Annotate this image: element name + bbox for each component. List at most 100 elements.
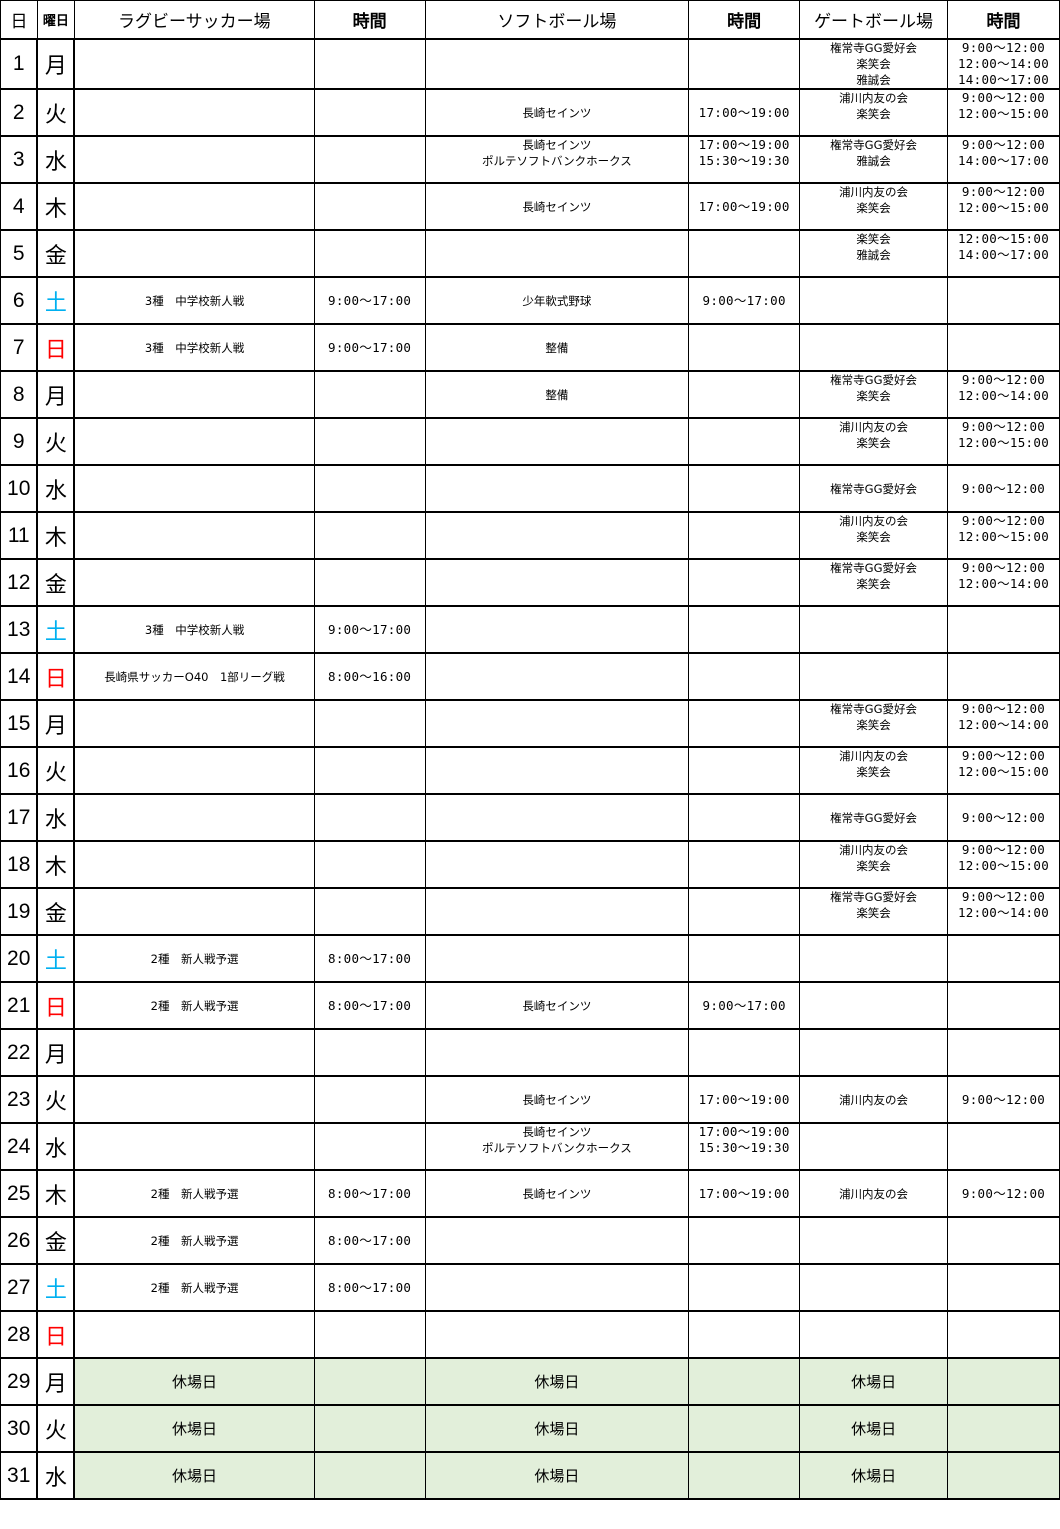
gateball-time: 14:00～17:00 — [957, 72, 1050, 87]
weekday: 土 — [36, 1263, 76, 1312]
table-row: 25 木 2種 新人戦予選 8:00～17:00 長崎セインツ 17:00～19:00 浦川… — [0, 1169, 1060, 1218]
table-row: 27 土 2種 新人戦予選 8:00～17:00 — [0, 1263, 1060, 1312]
weekday: 金 — [36, 558, 76, 607]
gateball-event-cell — [799, 605, 949, 654]
softball-time-cell: 17:00～19:00 — [688, 1075, 801, 1124]
day-number: 23 — [0, 1075, 39, 1124]
day-number: 18 — [0, 840, 39, 889]
rugby-event-cell — [73, 464, 315, 513]
rugby-event-cell — [73, 511, 315, 560]
softball-event-cell: 長崎セインツ — [424, 182, 690, 231]
gateball-time-cell: 12:00～15:00 14:00～17:00 — [947, 229, 1060, 278]
gateball-time-cell: 9:00～12:00 12:00～14:00 — [947, 370, 1060, 419]
rugby-event-cell — [73, 88, 315, 137]
softball-event-cell: 整備 — [424, 370, 690, 419]
rugby-event-cell — [73, 135, 315, 184]
rugby-event-cell: 休場日 — [73, 1451, 315, 1500]
weekday: 月 — [36, 370, 76, 419]
softball-time-cell: 17:00～19:00 15:30～19:30 — [688, 1122, 801, 1171]
gateball-event: 浦川内友の会 — [839, 91, 909, 105]
rugby-event-cell: 長崎県サッカーO40 1部リーグ戦 — [73, 652, 315, 701]
softball-time: 17:00～19:00 — [698, 137, 790, 152]
table-row: 24 水長崎セインツ ポルテソフトバンクホークス 17:00～19:00 15:30～1… — [0, 1122, 1060, 1171]
gateball-time: 12:00～14:00 — [957, 717, 1050, 732]
gateball-event-cell — [799, 1216, 949, 1265]
rugby-time: 9:00～17:00 — [328, 292, 412, 308]
softball-time-cell — [688, 699, 801, 748]
gateball-event: 楽笑会 — [856, 718, 891, 732]
rugby-time-cell: 8:00～17:00 — [313, 981, 426, 1030]
header-rugby-time: 時間 — [313, 0, 426, 40]
gateball-event: 楽笑会 — [856, 232, 891, 246]
table-row: 7 日 3種 中学校新人戦 9:00～17:00 整備 — [0, 323, 1060, 372]
rugby-event: 休場日 — [172, 1372, 218, 1391]
rugby-time-cell — [313, 1122, 426, 1171]
gateball-time-cell: 9:00～12:00 12:00～14:00 — [947, 558, 1060, 607]
weekday: 月 — [36, 1028, 76, 1077]
weekday: 木 — [36, 182, 76, 231]
gateball-event-cell: 権常寺GG愛好会 楽笑会 雅誠会 — [799, 38, 949, 90]
softball-time-cell — [688, 1310, 801, 1359]
gateball-event-cell: 権常寺GG愛好会 — [799, 793, 949, 842]
day-number: 5 — [0, 229, 39, 278]
rugby-time-cell — [313, 1451, 426, 1500]
rugby-event-cell: 2種 新人戦予選 — [73, 1263, 315, 1312]
gateball-event: 楽笑会 — [856, 107, 891, 121]
softball-event-cell — [424, 511, 690, 560]
day-number: 12 — [0, 558, 39, 607]
softball-event-cell: 休場日 — [424, 1357, 690, 1406]
softball-time-cell: 17:00～19:00 — [688, 182, 801, 231]
rugby-time-cell — [313, 88, 426, 137]
gateball-event: 浦川内友の会 — [839, 1092, 909, 1107]
rugby-event: 休場日 — [172, 1466, 218, 1485]
rugby-event-cell — [73, 38, 315, 90]
weekday: 金 — [36, 887, 76, 936]
softball-event: 長崎セインツ — [522, 1125, 592, 1139]
rugby-event-cell: 2種 新人戦予選 — [73, 1169, 315, 1218]
gateball-time-cell: 9:00～12:00 — [947, 1075, 1060, 1124]
rugby-time-cell — [313, 229, 426, 278]
gateball-event-cell: 浦川内友の会 — [799, 1169, 949, 1218]
rugby-event: 2種 新人戦予選 — [150, 951, 239, 966]
day-number: 4 — [0, 182, 39, 231]
rugby-event: 2種 新人戦予選 — [150, 1233, 239, 1248]
gateball-event: 楽笑会 — [856, 859, 891, 873]
gateball-event: 権常寺GG愛好会 — [830, 41, 917, 55]
gateball-event-cell — [799, 652, 949, 701]
gateball-time: 12:00～15:00 — [957, 200, 1050, 215]
rugby-event-cell: 休場日 — [73, 1404, 315, 1453]
rugby-event: 2種 新人戦予選 — [150, 998, 239, 1013]
gateball-event: 権常寺GG愛好会 — [830, 810, 917, 825]
gateball-time-cell — [947, 934, 1060, 983]
table-row: 5 金楽笑会 雅誠会 12:00～15:00 14:00～17:00 — [0, 229, 1060, 278]
table-row: 11 木浦川内友の会 楽笑会 9:00～12:00 12:00～15:00 — [0, 511, 1060, 560]
gateball-event-cell: 浦川内友の会 — [799, 1075, 949, 1124]
gateball-time-cell — [947, 276, 1060, 325]
gateball-time: 9:00～12:00 — [961, 1185, 1046, 1201]
day-number: 28 — [0, 1310, 39, 1359]
softball-time: 15:30～19:30 — [698, 1140, 790, 1155]
day-number: 19 — [0, 887, 39, 936]
gateball-event: 楽笑会 — [856, 389, 891, 403]
gateball-time: 12:00～15:00 — [957, 106, 1050, 121]
gateball-event-cell — [799, 276, 949, 325]
softball-event-cell: 長崎セインツ — [424, 981, 690, 1030]
rugby-time-cell: 9:00～17:00 — [313, 605, 426, 654]
day-number: 1 — [0, 38, 39, 90]
rugby-event-cell — [73, 840, 315, 889]
gateball-event: 権常寺GG愛好会 — [830, 890, 917, 904]
softball-time-cell: 17:00～19:00 — [688, 88, 801, 137]
gateball-event-cell: 権常寺GG愛好会 雅誠会 — [799, 135, 949, 184]
gateball-event: 雅誠会 — [856, 154, 891, 168]
weekday: 土 — [36, 934, 76, 983]
day-number: 13 — [0, 605, 39, 654]
day-number: 14 — [0, 652, 39, 701]
gateball-event-cell — [799, 1263, 949, 1312]
gateball-event: 浦川内友の会 — [839, 420, 909, 434]
gateball-time: 9:00～12:00 — [961, 137, 1046, 152]
gateball-time-cell: 9:00～12:00 12:00～14:00 — [947, 887, 1060, 936]
gateball-time-cell: 9:00～12:00 12:00～15:00 — [947, 511, 1060, 560]
softball-event-cell — [424, 793, 690, 842]
day-number: 6 — [0, 276, 39, 325]
